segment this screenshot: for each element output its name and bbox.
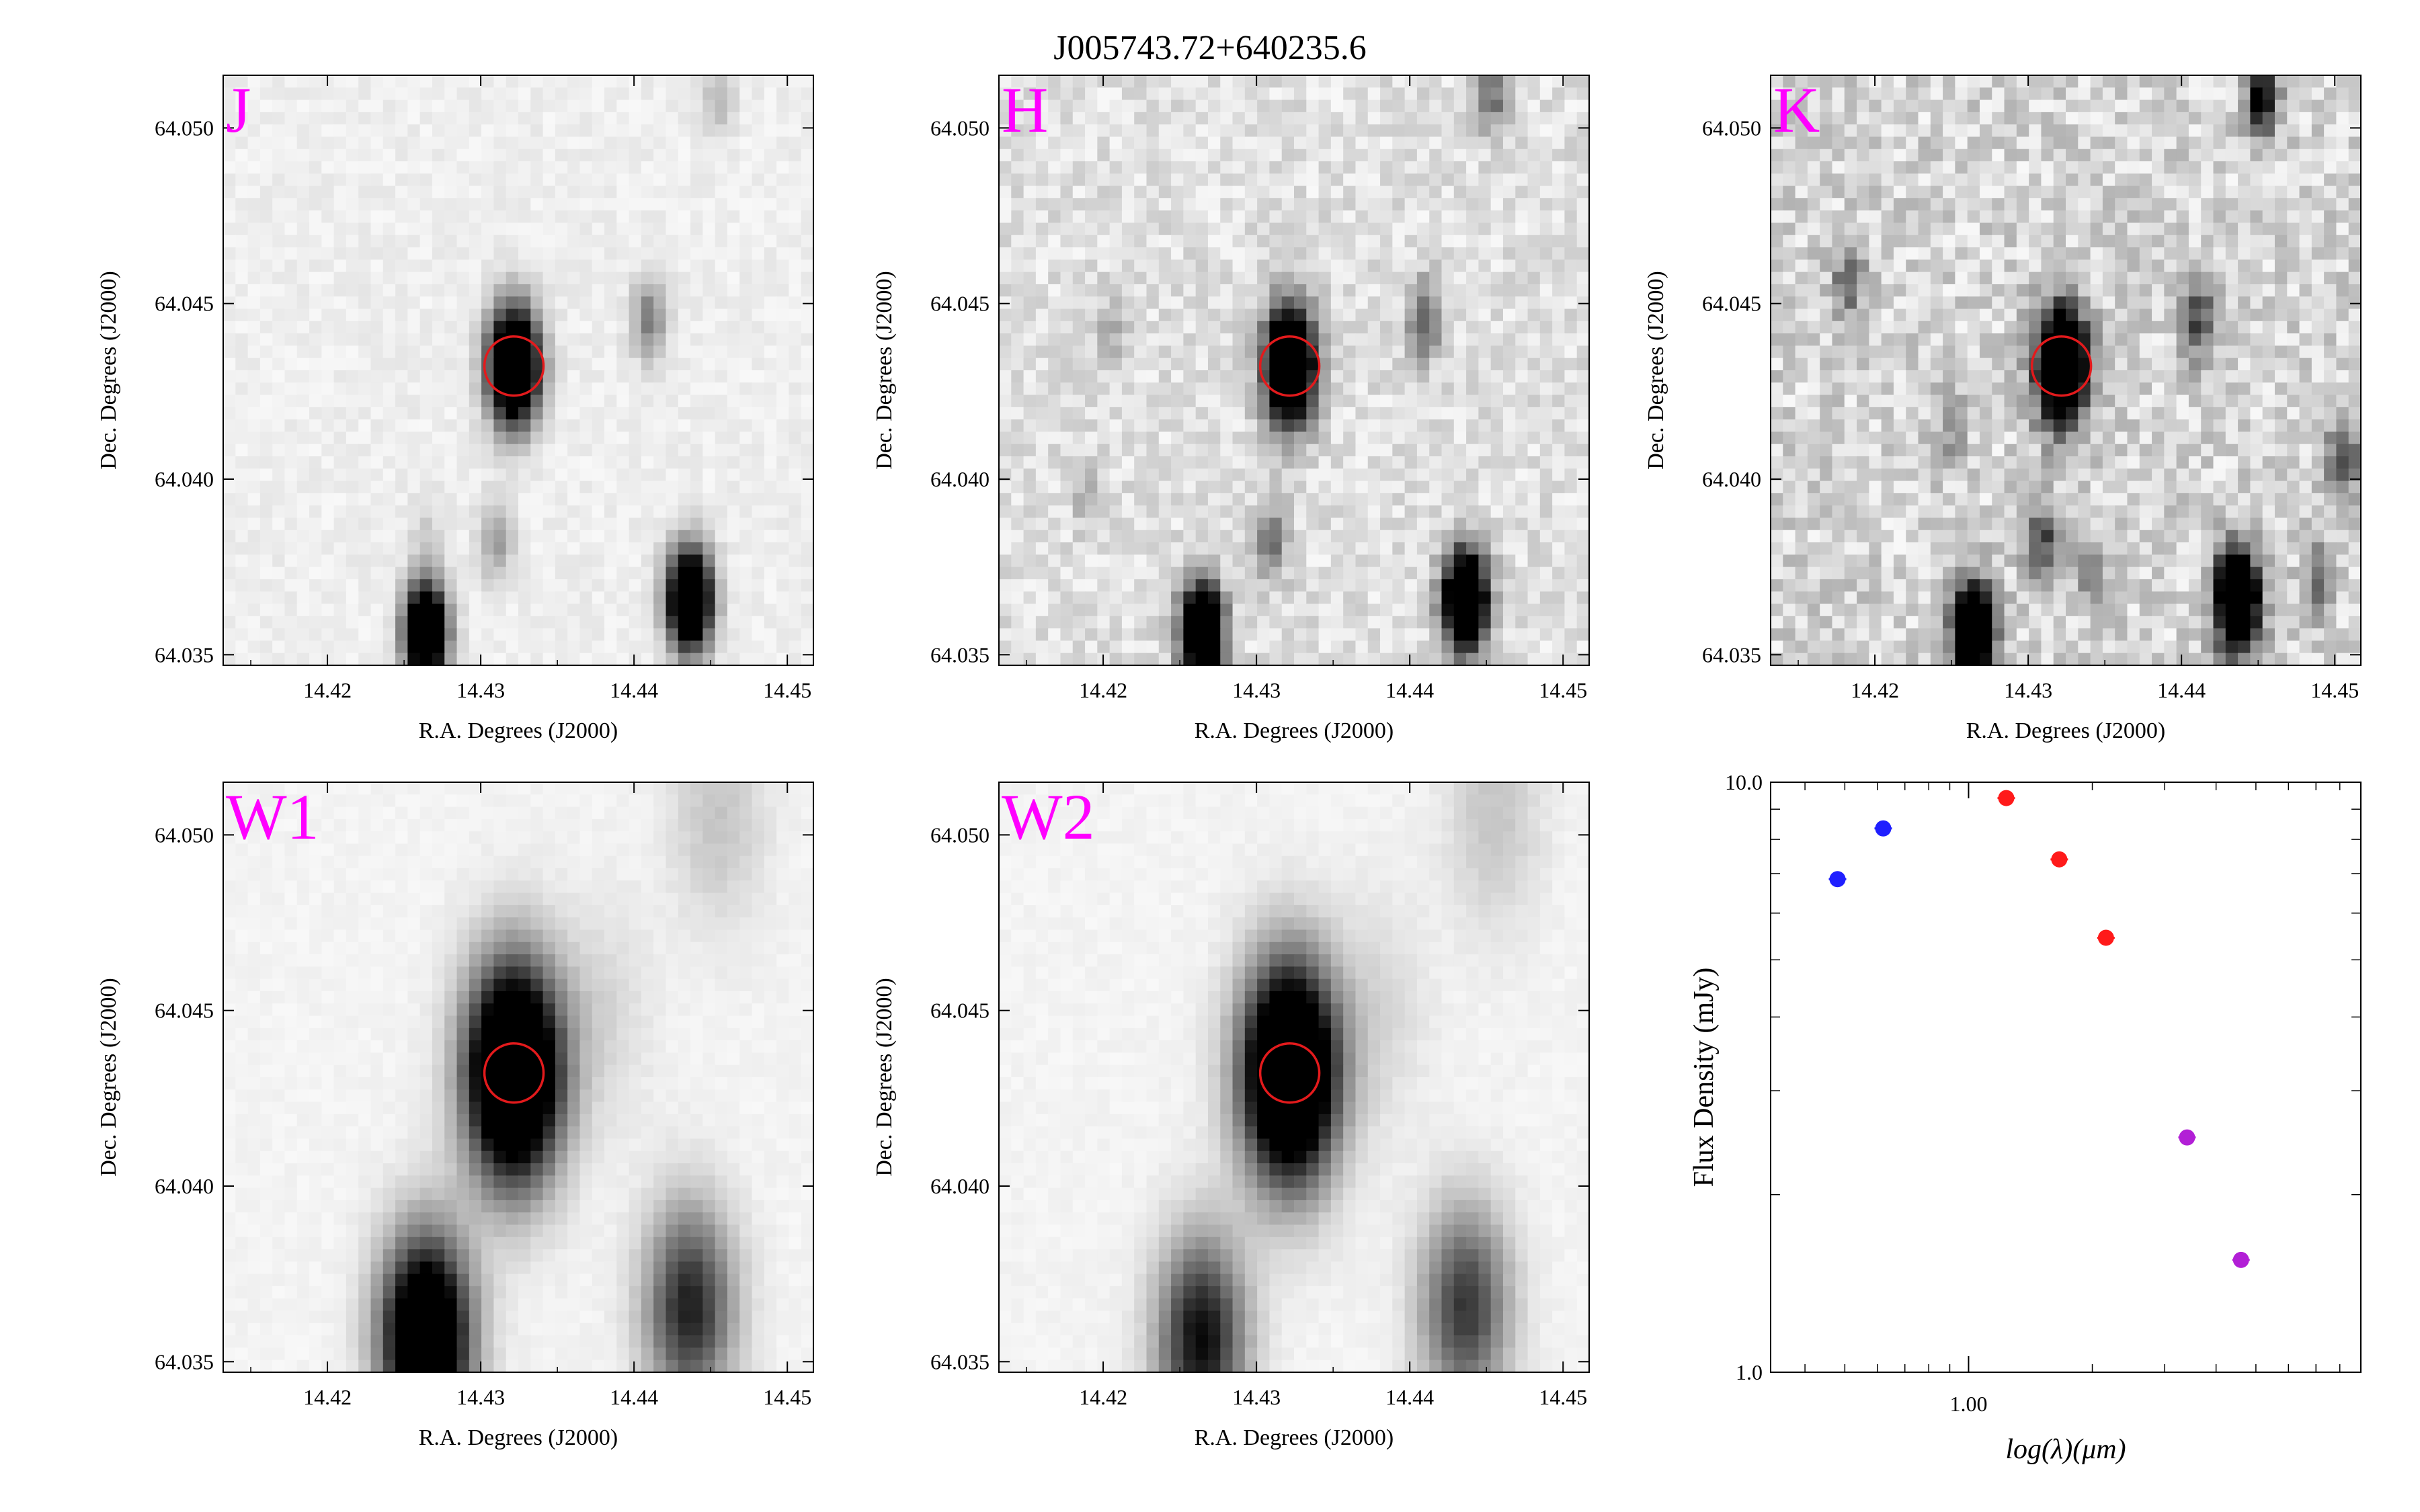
- target-aperture-circle: [483, 335, 545, 397]
- y-axis-label: Dec. Degrees (J2000): [872, 978, 897, 1177]
- x-tick-label: 14.42: [1851, 678, 1899, 702]
- x-tick-label: 14.43: [456, 1385, 505, 1409]
- image-panel-w2: 14.42 14.43 14.44 14.45 64.035 64.040 64.045 64…: [872, 781, 1590, 1450]
- x-tick-label: 14.44: [1385, 1385, 1434, 1409]
- x-tick-label: 14.43: [1232, 678, 1281, 702]
- y-axis-label: Dec. Degrees (J2000): [96, 978, 121, 1177]
- x-tick-label: 14.43: [456, 678, 505, 702]
- y-tick-label: 64.050: [1702, 116, 1761, 140]
- y-tick-label: 64.040: [155, 1174, 214, 1198]
- plot-frame: [998, 75, 1590, 666]
- target-aperture-circle: [1258, 335, 1321, 397]
- y-axis-label: Dec. Degrees (J2000): [872, 271, 897, 470]
- image-panel-w1: 14.42 14.43 14.44 14.45 64.035 64.040 64.045 64…: [96, 781, 814, 1450]
- figure-title: J005743.72+640235.6: [1053, 29, 1367, 67]
- band-label: W2: [1002, 781, 1095, 853]
- x-tick-label: 14.45: [1539, 1385, 1587, 1409]
- y-tick-label: 64.050: [930, 823, 990, 847]
- x-tick-label: 14.42: [1079, 678, 1127, 702]
- x-tick-label: 14.44: [2157, 678, 2206, 702]
- x-tick-label: 14.43: [2004, 678, 2052, 702]
- y-tick-label: 10.0: [1725, 770, 1763, 794]
- data-point-series-1: [1998, 790, 2015, 806]
- y-tick-label: 64.035: [155, 642, 214, 667]
- sky-image: [999, 782, 1590, 1373]
- y-tick-label: 64.050: [155, 823, 214, 847]
- target-aperture-circle: [483, 1042, 545, 1104]
- target-aperture-circle: [1258, 1042, 1321, 1104]
- x-axis-label: log(λ)(μm): [2005, 1434, 2126, 1465]
- band-label: J: [226, 74, 251, 146]
- plot-frame: [223, 75, 814, 666]
- data-point-series-0: [1875, 820, 1892, 837]
- data-point-series-2: [2179, 1129, 2195, 1146]
- sky-image: [999, 75, 1590, 666]
- sed-plot: 1.00 1.0 10.0 log(λ)(μm) Flux Density (mJy): [1689, 770, 2362, 1465]
- plot-frame: [1770, 782, 2362, 1373]
- x-tick-label: 14.42: [303, 678, 352, 702]
- band-label: H: [1002, 74, 1048, 146]
- y-tick-label: 64.035: [930, 1349, 990, 1374]
- x-axis-label: R.A. Degrees (J2000): [419, 718, 618, 743]
- x-axis-label: R.A. Degrees (J2000): [419, 1425, 618, 1450]
- data-point-series-2: [2232, 1251, 2249, 1268]
- x-tick-label: 14.44: [610, 1385, 658, 1409]
- x-tick-label: 14.45: [763, 1385, 811, 1409]
- x-tick-label: 14.43: [1232, 1385, 1281, 1409]
- y-tick-label: 64.040: [1702, 467, 1761, 491]
- y-tick-label: 64.035: [1702, 642, 1761, 667]
- image-panel-j: 14.42 14.43 14.44 14.45 64.035 64.040 64.045 64…: [96, 74, 814, 743]
- target-aperture-circle: [2030, 335, 2093, 397]
- data-point-series-1: [2097, 929, 2114, 946]
- x-tick-label: 14.44: [610, 678, 658, 702]
- x-tick-label: 14.42: [303, 1385, 352, 1409]
- y-tick-label: 64.045: [155, 999, 214, 1023]
- data-point-series-1: [2051, 851, 2068, 868]
- y-tick-label: 64.040: [155, 467, 214, 491]
- y-tick-label: 64.035: [155, 1349, 214, 1374]
- y-tick-label: 64.045: [155, 292, 214, 316]
- sky-image: [223, 782, 814, 1373]
- x-tick-label: 14.42: [1079, 1385, 1127, 1409]
- y-tick-label: 64.045: [930, 999, 990, 1023]
- x-axis-label: R.A. Degrees (J2000): [1966, 718, 2166, 743]
- y-tick-label: 64.045: [1702, 292, 1761, 316]
- plot-frame: [1770, 75, 2362, 666]
- y-tick-label: 64.050: [930, 116, 990, 140]
- y-tick-label: 1.0: [1736, 1360, 1763, 1384]
- x-tick-label: 14.45: [763, 678, 811, 702]
- sky-image: [1771, 75, 2362, 666]
- plot-frame: [998, 782, 1590, 1373]
- data-point-series-0: [1829, 871, 1846, 888]
- y-tick-label: 64.040: [930, 1174, 990, 1198]
- y-axis-label: Flux Density (mJy): [1689, 968, 1720, 1187]
- image-panel-h: 14.42 14.43 14.44 14.45 64.035 64.040 64.045 64…: [872, 74, 1590, 743]
- x-tick-label: 1.00: [1949, 1392, 1987, 1416]
- x-axis-label: R.A. Degrees (J2000): [1195, 718, 1394, 743]
- y-axis-label: Dec. Degrees (J2000): [1644, 271, 1668, 470]
- y-tick-label: 64.045: [930, 292, 990, 316]
- y-tick-label: 64.035: [930, 642, 990, 667]
- image-panel-k: 14.42 14.43 14.44 14.45 64.035 64.040 64.045 64…: [1644, 74, 2362, 743]
- x-axis-label: R.A. Degrees (J2000): [1195, 1425, 1394, 1450]
- sky-image: [223, 75, 814, 666]
- y-tick-label: 64.040: [930, 467, 990, 491]
- x-tick-label: 14.44: [1385, 678, 1434, 702]
- y-axis-label: Dec. Degrees (J2000): [96, 271, 121, 470]
- x-tick-label: 14.45: [1539, 678, 1587, 702]
- band-label: K: [1773, 74, 1820, 146]
- y-tick-label: 64.050: [155, 116, 214, 140]
- plot-frame: [223, 782, 814, 1373]
- band-label: W1: [226, 781, 319, 853]
- x-tick-label: 14.45: [2310, 678, 2359, 702]
